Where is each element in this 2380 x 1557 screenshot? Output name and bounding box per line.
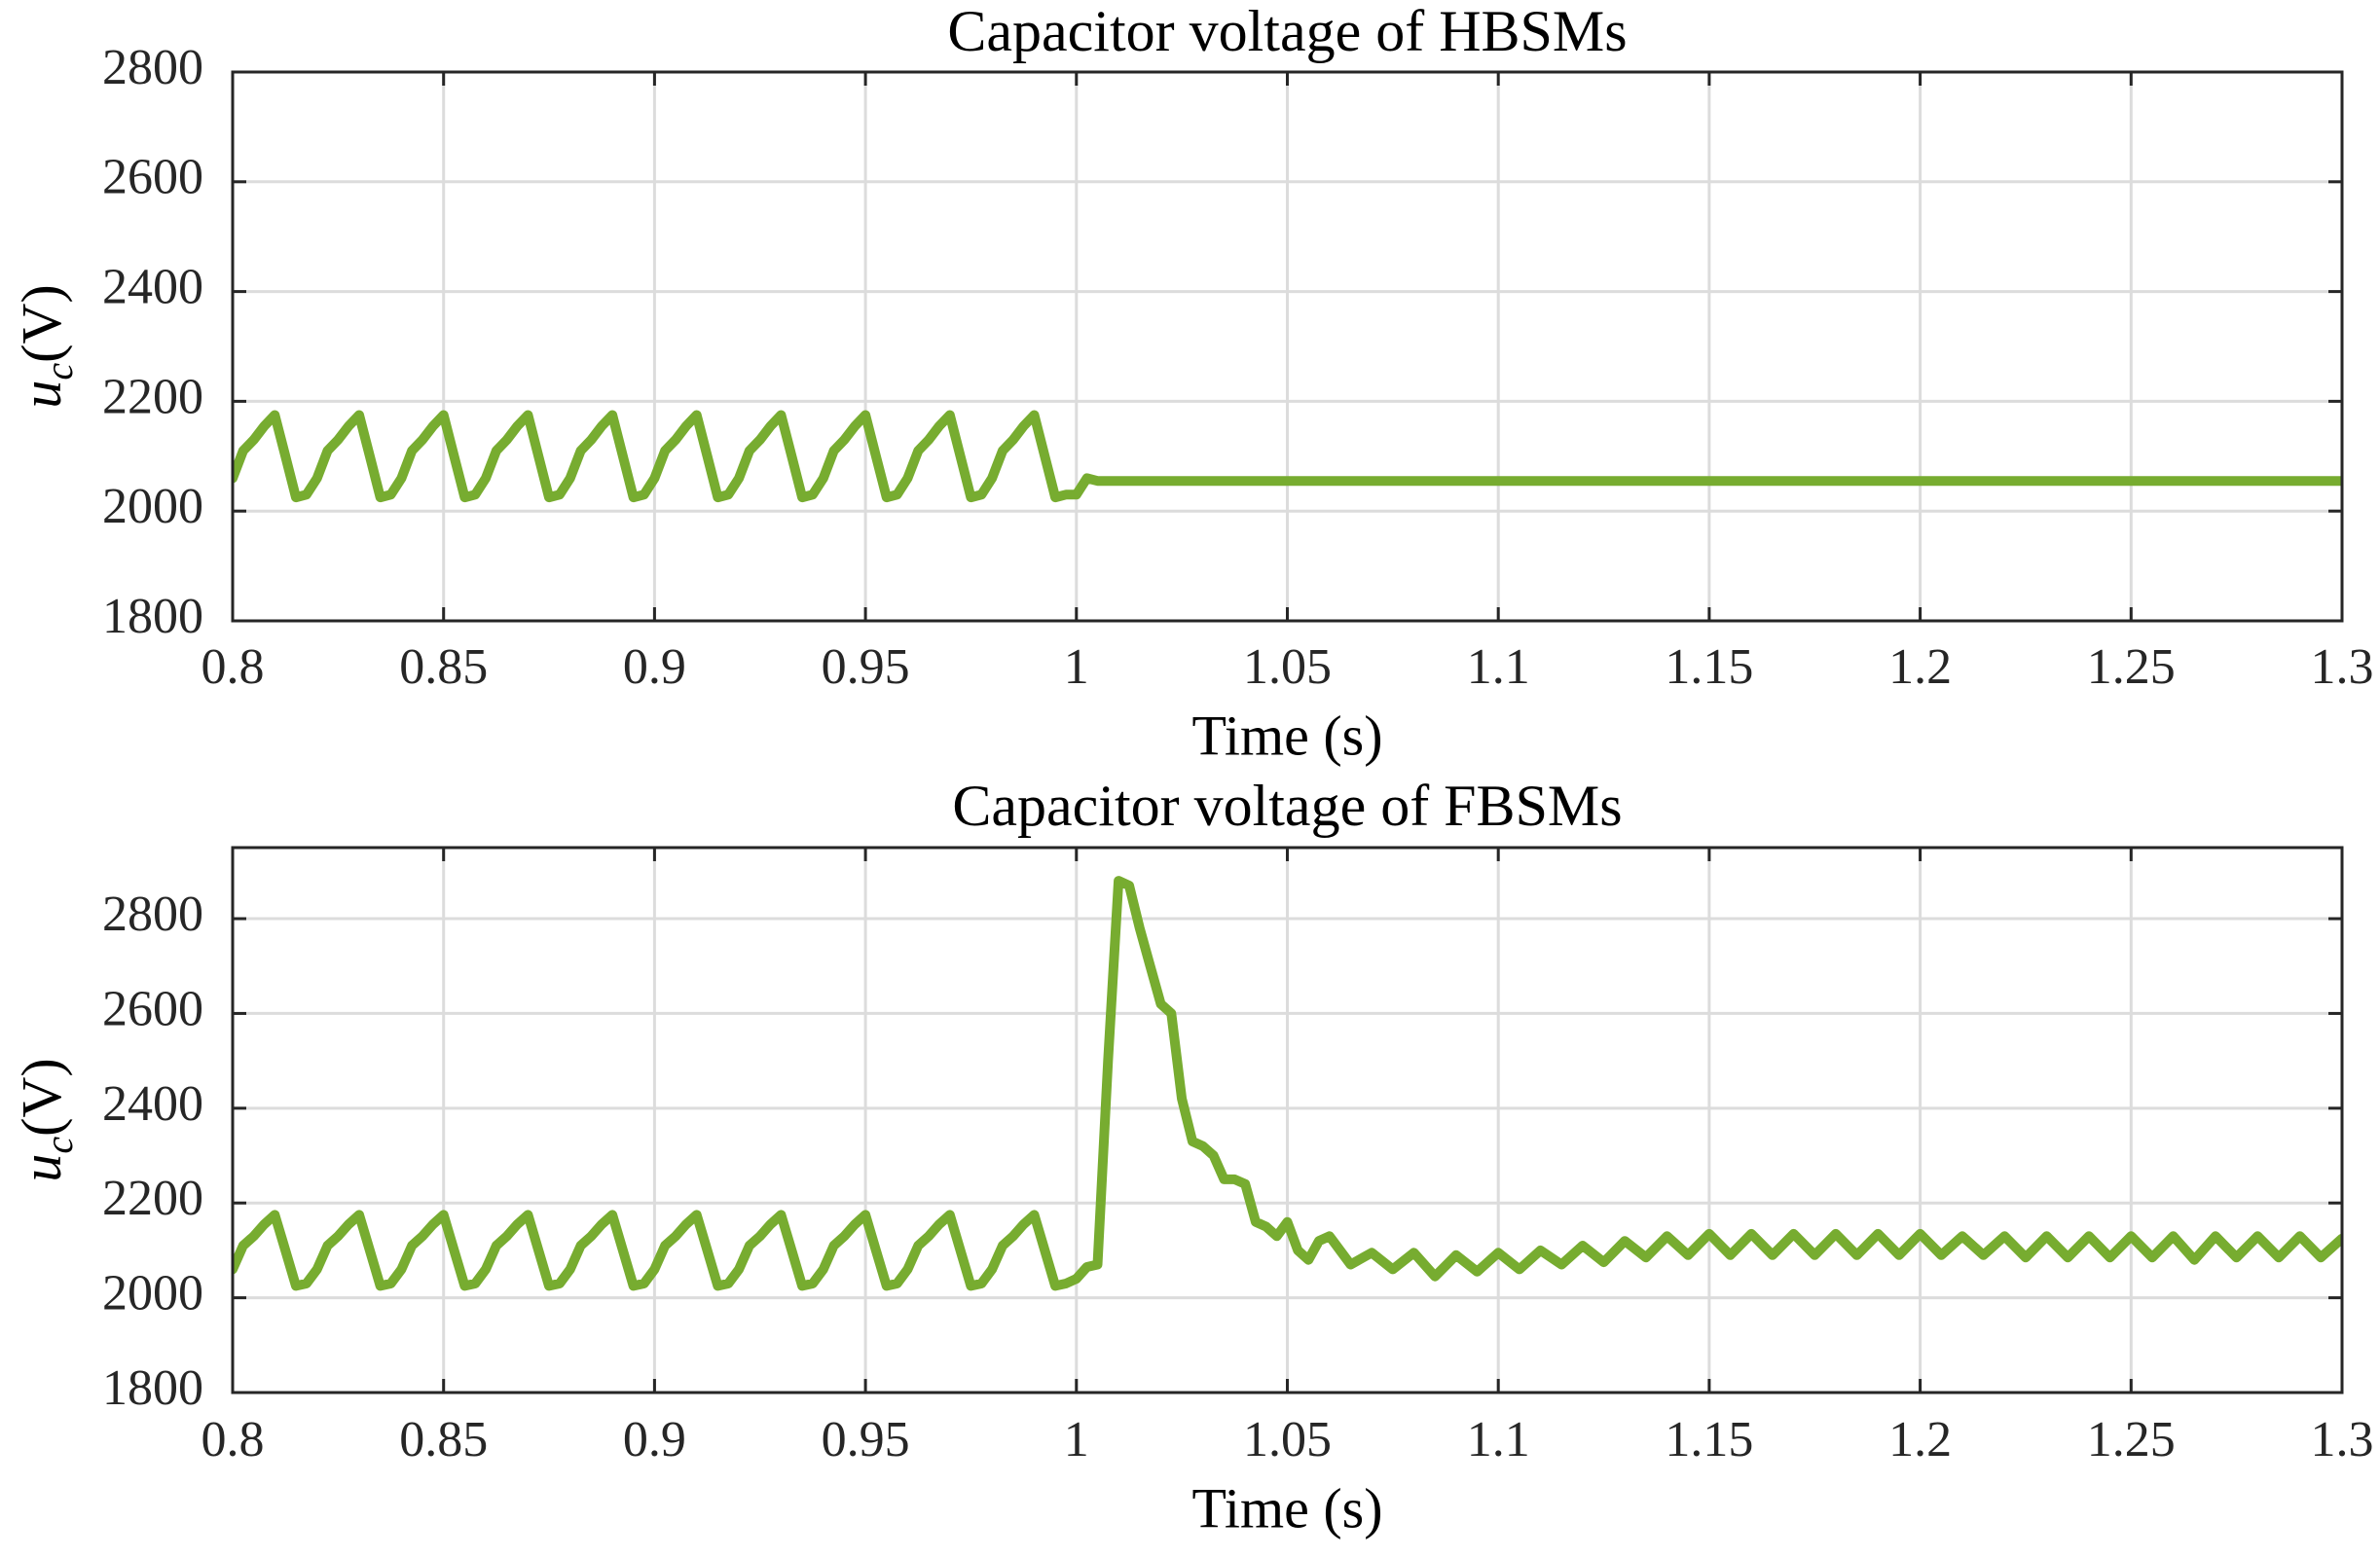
y-tick-label: 2400 <box>102 260 203 315</box>
plot-frame <box>231 846 2344 1394</box>
y-tick-label: 2800 <box>102 887 203 942</box>
y-tick-label: 1800 <box>102 1360 203 1416</box>
y-tick-label: 2200 <box>102 1171 203 1226</box>
x-tick-label: 0.85 <box>399 639 488 695</box>
x-tick-label: 1.2 <box>1888 1412 1952 1467</box>
x-tick-label: 0.95 <box>822 1412 910 1467</box>
x-tick-label: 1.15 <box>1665 639 1753 695</box>
x-tick-label: 1.25 <box>2087 639 2176 695</box>
y-tick-label: 2600 <box>102 981 203 1036</box>
y-label-unit: (V) <box>10 284 73 363</box>
y-tick-label: 2000 <box>102 1266 203 1322</box>
x-tick-label: 1.2 <box>1888 639 1952 695</box>
x-tick-label: 0.95 <box>822 639 910 695</box>
y-axis-label: uc(V) <box>10 284 81 408</box>
x-tick-label: 1.15 <box>1665 1412 1753 1467</box>
x-tick-label: 0.8 <box>201 639 265 695</box>
x-tick-label: 1 <box>1064 1412 1089 1467</box>
chart-title: Capacitor voltage of FBSMs <box>952 774 1622 838</box>
plot-frame <box>231 70 2344 623</box>
y-tick-label: 1800 <box>102 589 203 644</box>
x-tick-label: 0.85 <box>399 1412 488 1467</box>
y-label-subscript: c <box>37 1137 81 1154</box>
chart-title: Capacitor voltage of HBSMs <box>947 0 1627 63</box>
y-tick-label: 2000 <box>102 479 203 534</box>
x-tick-label: 1.1 <box>1467 1412 1530 1467</box>
x-tick-label: 0.9 <box>623 639 686 695</box>
y-label-subscript: c <box>37 363 81 380</box>
x-tick-label: 1.25 <box>2087 1412 2176 1467</box>
x-tick-label: 1.1 <box>1467 639 1530 695</box>
x-axis-label: Time (s) <box>1191 1476 1382 1539</box>
y-axis-label: uc(V) <box>10 1058 81 1181</box>
x-tick-label: 1 <box>1064 639 1089 695</box>
x-tick-label: 0.8 <box>201 1412 265 1467</box>
y-label-symbol: u <box>10 1154 73 1182</box>
y-tick-label: 2200 <box>102 369 203 424</box>
x-tick-label: 1.05 <box>1243 639 1332 695</box>
x-tick-label: 1.3 <box>2311 639 2374 695</box>
x-axis-label: Time (s) <box>1191 704 1382 767</box>
y-label-unit: (V) <box>10 1058 73 1137</box>
x-tick-label: 1.3 <box>2311 1412 2374 1467</box>
y-label-symbol: u <box>10 380 73 409</box>
x-tick-label: 0.9 <box>623 1412 686 1467</box>
y-tick-label: 2400 <box>102 1076 203 1132</box>
x-tick-label: 1.05 <box>1243 1412 1332 1467</box>
data-line <box>233 410 2342 503</box>
y-tick-label: 2800 <box>102 40 203 95</box>
y-tick-label: 2600 <box>102 150 203 205</box>
data-line <box>233 876 2342 1291</box>
